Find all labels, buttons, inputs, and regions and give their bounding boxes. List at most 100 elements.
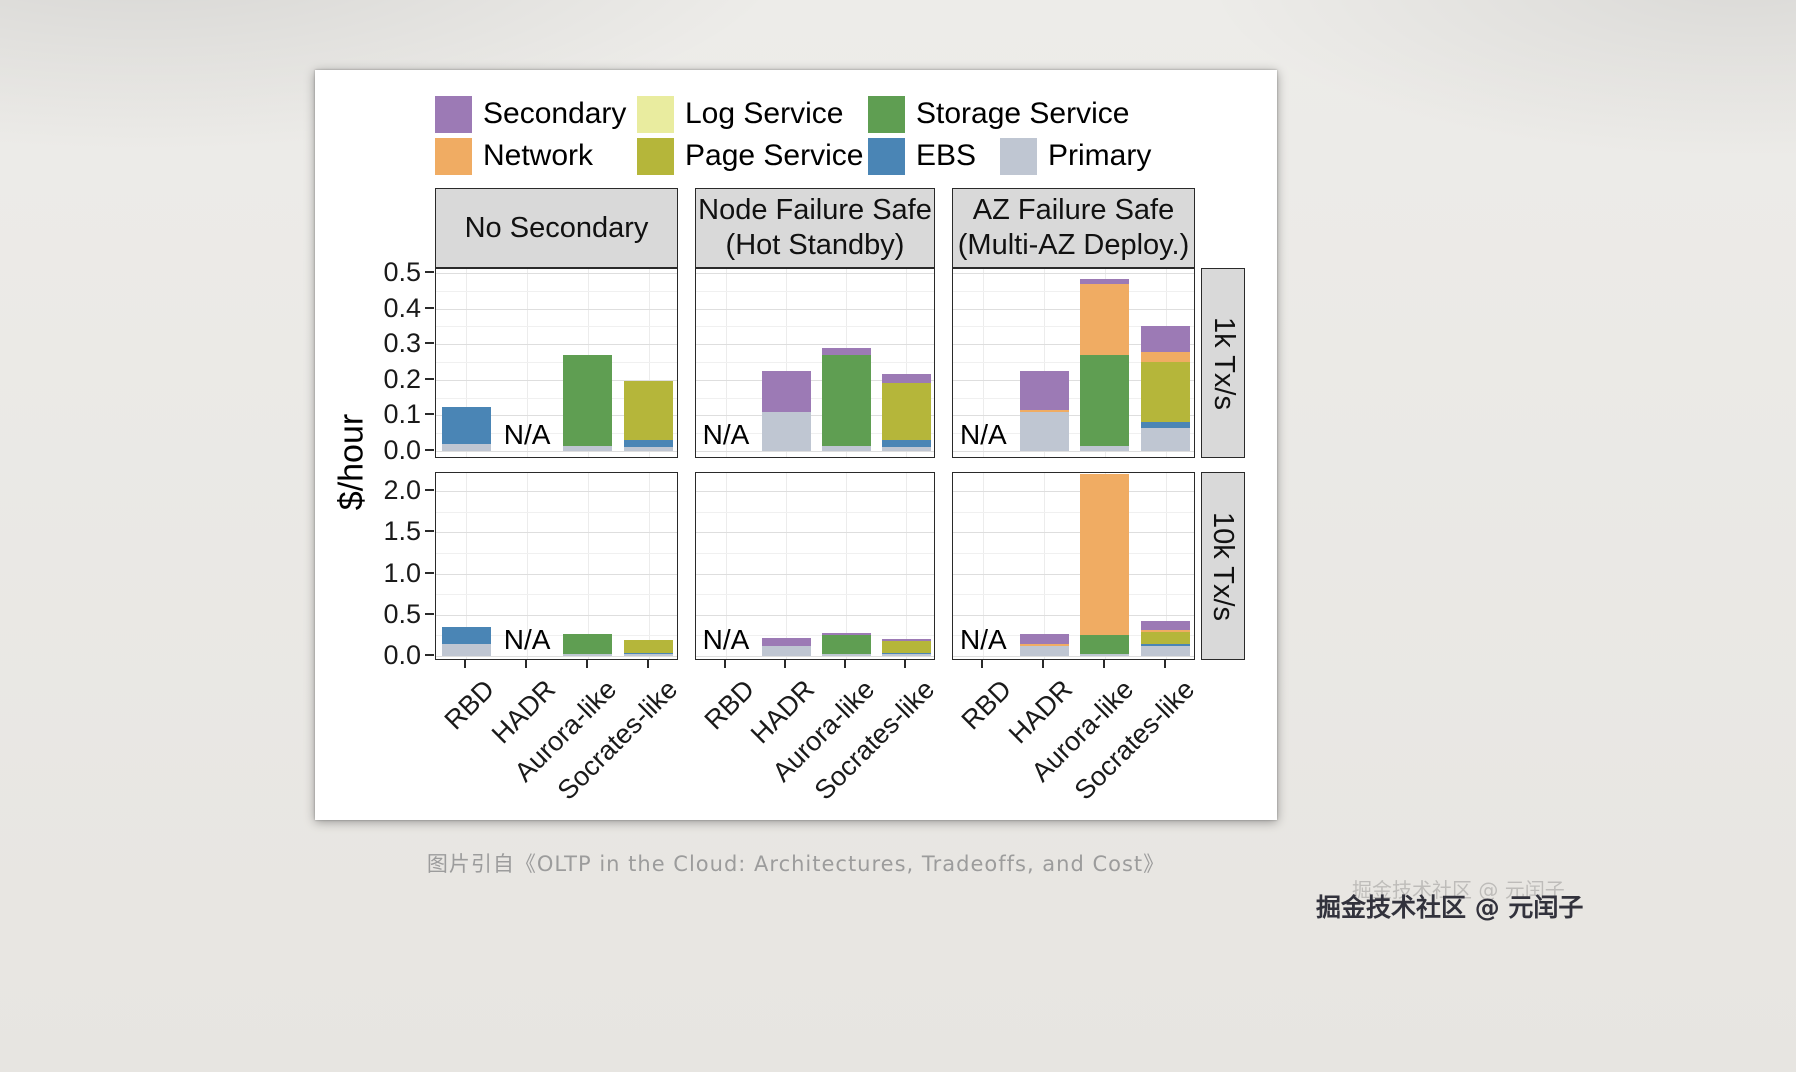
gridline-vertical [1044, 473, 1046, 659]
x-axis-tick-mark [525, 660, 528, 668]
bar-segment-primary [441, 643, 491, 656]
gridline-major [436, 273, 677, 274]
y-axis-tick-mark [425, 377, 434, 380]
na-label: N/A [960, 419, 1007, 450]
gridline-minor [436, 362, 677, 363]
legend-item-page-service: Page Service [637, 136, 863, 176]
bar-segment-ebs [624, 439, 674, 447]
facet-title-line: (Multi-AZ Deploy.) [957, 229, 1190, 261]
y-axis-tick-mark [425, 654, 434, 656]
watermark: 掘金技术社区 @ 元闰子 [1316, 893, 1584, 922]
gridline-major [696, 344, 934, 346]
y-axis-tick-label: 0.5 [383, 257, 421, 287]
plot-panel-r0-c2: N/A [952, 268, 1195, 458]
bar-segment-storage-service [563, 633, 613, 654]
legend-label-page-service: Page Service [685, 139, 864, 172]
legend-label-ebs: EBS [916, 139, 977, 172]
facet-row-strip-1k-tx-s: 1k Tx/s [1201, 268, 1245, 458]
gridline-major [696, 308, 934, 310]
bar-segment-secondary [1019, 633, 1069, 645]
facet-strip-node-failure-safe-hot-standby: Node Failure Safe (Hot Standby) [695, 188, 935, 268]
x-axis-tick-mark [1163, 660, 1166, 668]
image-caption: 图片引自《OLTP in the Cloud: Architectures, T… [426, 852, 1166, 876]
bar-segment-primary [761, 411, 811, 451]
y-axis-tick-label: 0.3 [383, 328, 421, 359]
bar-segment-secondary [1141, 621, 1191, 630]
bar-segment-page-service [1141, 361, 1191, 423]
bar-segment-page-service [881, 382, 931, 440]
legend-item-ebs: EBS [868, 136, 976, 176]
x-axis-tick-mark [1102, 660, 1105, 668]
gridline-vertical [648, 269, 650, 457]
y-axis-tick-label: 0.5 [383, 598, 421, 629]
gridline-major [953, 273, 1194, 274]
y-axis-tick-label: 0.4 [383, 292, 421, 323]
gridline-vertical [1044, 269, 1046, 457]
gridline-minor [696, 290, 934, 292]
gridline-minor [953, 290, 1194, 292]
plot-panel-r0-c0: N/A [435, 268, 678, 458]
bar-segment-secondary [881, 638, 931, 642]
gridline-minor [436, 326, 677, 328]
y-axis-tick-mark [425, 530, 434, 533]
bar-segment-ebs [441, 627, 491, 644]
gridline-minor [696, 511, 934, 513]
gridline-minor [696, 635, 934, 637]
bar-segment-page-service [1141, 632, 1191, 645]
bar-segment-storage-service [563, 354, 613, 446]
gridline-vertical [983, 269, 985, 457]
bar-segment-secondary [761, 637, 811, 647]
gridline-minor [436, 290, 677, 292]
gridline-vertical [587, 473, 589, 659]
gridline-vertical [466, 473, 468, 659]
bar-segment-primary [563, 653, 613, 656]
gridline-minor [953, 397, 1194, 399]
gridline-minor [436, 635, 677, 637]
gridline-minor [696, 552, 934, 554]
gridline-major [696, 415, 934, 417]
bar-segment-network [1080, 474, 1130, 635]
gridline-minor [696, 326, 934, 328]
gridline-minor [953, 552, 1194, 554]
facet-title-line: (Hot Standby) [725, 229, 905, 261]
x-axis-tick-mark [981, 660, 984, 668]
legend-swatch-log-service-icon [637, 95, 674, 133]
gridline-minor [953, 362, 1194, 363]
facet-row-strip-10k-tx-s: 10k Tx/s [1201, 472, 1245, 660]
gridline-major [696, 491, 934, 492]
y-axis-tick-mark [425, 306, 434, 309]
gridline-major [696, 379, 934, 381]
na-label: N/A [702, 624, 750, 655]
y-axis-title: $/hour [332, 413, 371, 511]
x-axis-tick-mark [646, 660, 649, 668]
x-axis-tick-mark [844, 660, 846, 668]
legend-item-network: Network [435, 136, 593, 176]
bar-segment-secondary [821, 632, 871, 635]
plot-panel-r1-c0: N/A [435, 472, 678, 660]
gridline-major [696, 614, 934, 616]
gridline-minor [436, 594, 677, 596]
gridline-vertical [726, 269, 727, 457]
gridline-minor [436, 397, 677, 399]
gridline-major [436, 451, 677, 452]
gridline-major [953, 415, 1194, 417]
bar-segment-primary [761, 646, 811, 656]
y-axis-tick-label: 1.0 [383, 557, 421, 588]
bar-segment-primary [1141, 646, 1191, 656]
gridline-vertical [527, 473, 529, 659]
bar-segment-ebs [881, 652, 931, 655]
x-axis-tick-mark [464, 660, 467, 668]
bar-segment-ebs [1141, 644, 1191, 647]
y-axis-tick-mark [425, 449, 434, 451]
gridline-vertical [906, 473, 907, 659]
legend-item-storage-service: Storage Service [868, 94, 1129, 134]
y-axis-tick-label: 0.0 [383, 640, 421, 670]
gridline-major [953, 614, 1194, 616]
gridline-vertical [527, 269, 529, 457]
gridline-vertical [786, 473, 787, 659]
gridline-major [436, 573, 677, 575]
gridline-minor [696, 594, 934, 596]
bar-segment-storage-service [821, 354, 871, 446]
y-axis-tick-label: 1.5 [383, 516, 421, 547]
na-label: N/A [960, 624, 1007, 655]
